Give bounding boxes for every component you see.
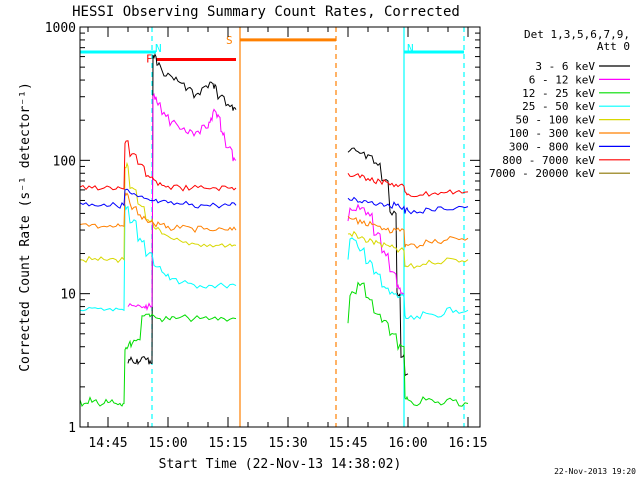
legend-entry-label: 25 - 50 keV	[522, 100, 595, 113]
y-tick-label: 1	[68, 421, 76, 436]
flag-label: N	[407, 42, 414, 55]
legend-entry-label: 6 - 12 keV	[529, 73, 596, 86]
chart-title: HESSI Observing Summary Count Rates, Cor…	[72, 4, 460, 20]
flag-label: S	[226, 34, 233, 47]
legend-header-line1: Det 1,3,5,6,7,9,	[524, 28, 630, 41]
legend-entry-label: 7000 - 20000 keV	[489, 167, 595, 180]
legend-entry-label: 3 - 6 keV	[535, 60, 595, 73]
mode-lines	[151, 27, 465, 427]
legend-entry-label: 800 - 7000 keV	[502, 154, 595, 167]
x-tick-label: 15:45	[328, 436, 367, 451]
footer-timestamp: 22-Nov-2013 19:20	[554, 467, 636, 476]
x-tick-label: 15:30	[268, 436, 307, 451]
legend-entry-label: 300 - 800 keV	[509, 140, 595, 153]
y-tick-label: 100	[53, 154, 76, 169]
x-axis-label: Start Time (22-Nov-13 14:38:02)	[159, 457, 402, 472]
x-axis: 14:45 15:00 15:15 15:30 15:45 16:00 16:15	[87, 27, 488, 451]
series-line	[80, 188, 469, 215]
series-line	[80, 192, 469, 249]
x-tick-label: 16:00	[388, 436, 427, 451]
y-axis: 1 10 100 1000	[45, 21, 480, 436]
flag-label: N	[155, 42, 162, 55]
plot-frame	[79, 26, 481, 428]
legend-entry-label: 100 - 300 keV	[509, 127, 595, 140]
legend-entry-label: 12 - 25 keV	[522, 87, 595, 100]
series-line	[80, 281, 469, 407]
legend-entry-label: 50 - 100 keV	[516, 114, 596, 127]
flag-label: F	[146, 53, 153, 66]
x-tick-label: 15:00	[148, 436, 187, 451]
series-line	[80, 161, 469, 269]
x-tick-label: 16:15	[448, 436, 487, 451]
series-line	[127, 92, 405, 312]
series-line	[80, 140, 469, 198]
y-tick-label: 1000	[45, 21, 76, 36]
series-group	[80, 53, 469, 407]
x-tick-label: 14:45	[88, 436, 127, 451]
series-line	[80, 204, 469, 321]
flag-bars: FN NS	[80, 34, 464, 66]
y-tick-label: 10	[60, 288, 76, 303]
y-axis-label: Corrected Count Rate (s⁻¹ detector⁻¹)	[18, 82, 33, 372]
legend-header-line2: Att 0	[597, 40, 630, 53]
x-tick-label: 15:15	[208, 436, 247, 451]
